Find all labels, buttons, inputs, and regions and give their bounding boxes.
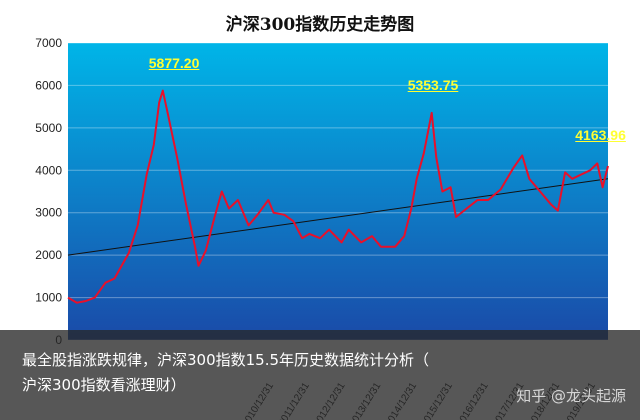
series-line — [67, 89, 609, 304]
chart-title: 沪深300指数历史走势图 — [225, 15, 415, 35]
plot-area — [68, 43, 608, 340]
caption-line-2: 沪深300指数看涨理财） — [22, 376, 186, 394]
peak-annotation: 5877.20 — [148, 54, 200, 71]
y-tick-label: 7000 — [35, 36, 62, 50]
y-tick-label: 5000 — [35, 121, 62, 135]
y-tick-label: 6000 — [35, 78, 62, 92]
y-tick-label: 1000 — [35, 291, 62, 305]
peak-annotation: 5353.75 — [407, 76, 459, 93]
caption-line-1: 最全股指涨跌规律，沪深300指数15.5年历史数据统计分析（ — [22, 351, 430, 369]
y-tick-label: 4000 — [35, 163, 62, 177]
peak-annotation: 4163.96 — [575, 127, 626, 144]
watermark: 知乎 @龙头起源 — [516, 387, 626, 405]
caption-text: 最全股指涨跌规律，沪深300指数15.5年历史数据统计分析（ 沪深300指数看涨… — [22, 348, 622, 398]
caption-overlay — [0, 330, 640, 420]
y-tick-label: 3000 — [35, 206, 62, 220]
trend-line — [67, 178, 609, 256]
y-tick-label: 2000 — [35, 248, 62, 262]
